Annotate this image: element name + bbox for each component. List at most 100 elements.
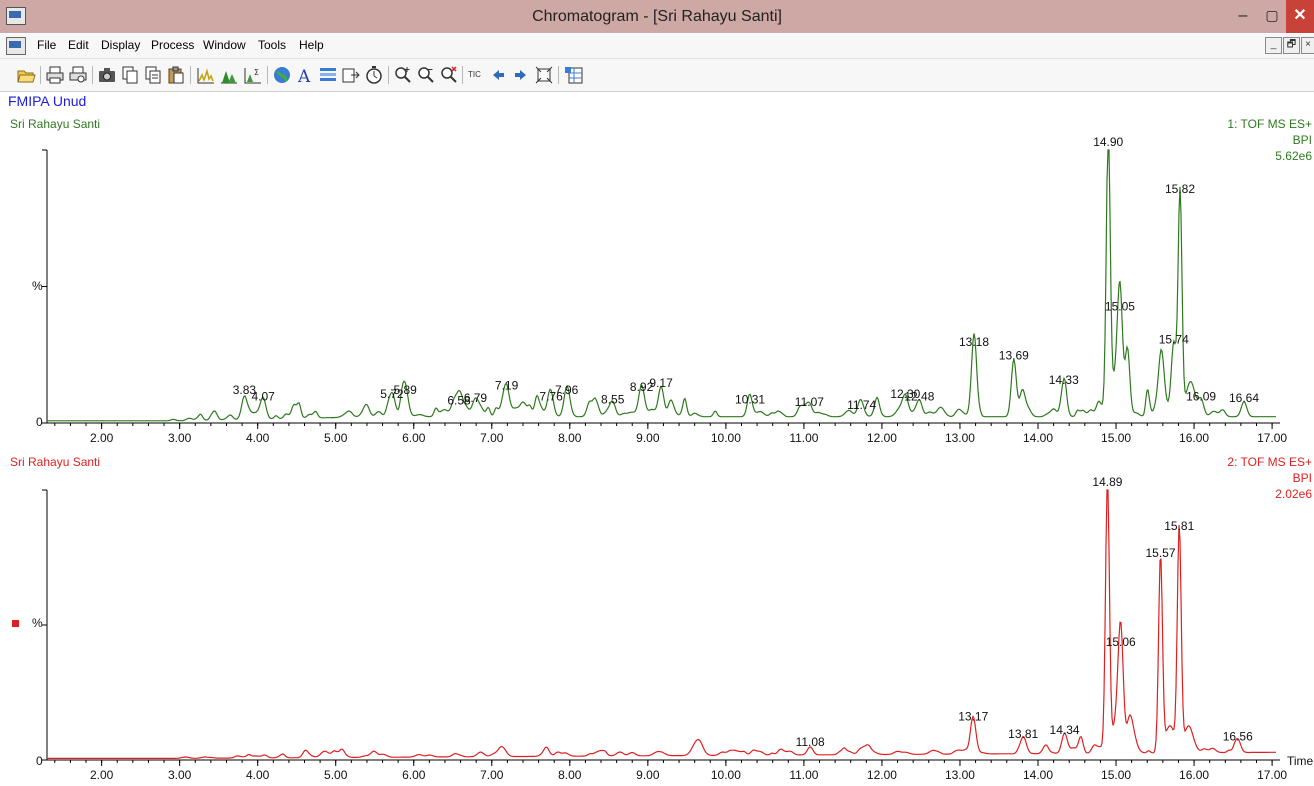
x-tick-label: 14.00 xyxy=(1023,768,1053,782)
title-bar: Chromatogram - [Sri Rahayu Santi] – ▢ ✕ xyxy=(0,0,1314,33)
menu-help[interactable]: Help xyxy=(299,38,324,52)
toolbar-separator xyxy=(40,66,41,84)
trace1-intensity: 5.62e6 xyxy=(1275,149,1312,163)
peak-label: 10.31 xyxy=(735,392,765,406)
x-tick-label: 2.00 xyxy=(90,431,114,445)
menu-window[interactable]: Window xyxy=(203,38,246,52)
tic-icon[interactable]: TIC xyxy=(468,70,481,79)
menu-tools[interactable]: Tools xyxy=(258,38,287,52)
x-tick-label: 6.00 xyxy=(402,768,426,782)
document-icon[interactable] xyxy=(6,37,26,55)
x-tick-label: 10.00 xyxy=(711,768,741,782)
trace1-yzero: 0 xyxy=(36,415,43,429)
peak-label: 5.72 xyxy=(380,387,404,401)
database-icon[interactable] xyxy=(564,65,584,85)
integrate-icon[interactable]: Σ xyxy=(243,65,263,85)
toolbar-separator xyxy=(462,66,463,84)
fit-icon[interactable] xyxy=(534,65,554,85)
globe-icon[interactable] xyxy=(272,65,292,85)
open-icon[interactable] xyxy=(16,65,36,85)
text-icon[interactable]: A xyxy=(295,65,315,85)
peak-label: 12.30 xyxy=(890,387,920,401)
svg-text:A: A xyxy=(297,67,311,85)
peak-label: 15.57 xyxy=(1145,546,1175,560)
print-icon[interactable] xyxy=(45,65,65,85)
window-title: Chromatogram - [Sri Rahayu Santi] xyxy=(532,8,782,25)
toolbar: Σ A TIC xyxy=(0,59,1314,92)
peak-label: 13.17 xyxy=(958,709,988,723)
camera-icon[interactable] xyxy=(97,65,117,85)
time-axis-label: Time xyxy=(1287,754,1314,768)
peak-label: 13.81 xyxy=(1008,727,1038,741)
maximize-button[interactable]: ▢ xyxy=(1265,7,1279,23)
mdi-restore-button[interactable]: 🗗 xyxy=(1283,37,1300,54)
print-preview-icon[interactable] xyxy=(68,65,88,85)
x-tick-label: 13.00 xyxy=(945,431,975,445)
x-tick-label: 10.00 xyxy=(711,431,741,445)
x-tick-label: 3.00 xyxy=(168,431,192,445)
peak-label: 13.18 xyxy=(959,335,989,349)
x-tick-label: 12.00 xyxy=(867,768,897,782)
copy-list-icon[interactable] xyxy=(143,65,163,85)
x-tick-label: 4.00 xyxy=(246,431,270,445)
toolbar-separator xyxy=(388,66,389,84)
arrow-right-icon[interactable] xyxy=(511,65,531,85)
trace2-ylabel: % xyxy=(32,616,43,630)
export-icon[interactable] xyxy=(341,65,361,85)
timer-icon[interactable] xyxy=(364,65,384,85)
x-tick-label: 8.00 xyxy=(558,431,582,445)
list-icon[interactable] xyxy=(318,65,338,85)
x-tick-label: 12.00 xyxy=(867,431,897,445)
x-tick-label: 6.00 xyxy=(402,431,426,445)
peak-label: 11.08 xyxy=(796,735,825,749)
x-tick-label: 16.00 xyxy=(1179,768,1209,782)
menu-process[interactable]: Process xyxy=(151,38,195,52)
zoom-in-icon[interactable] xyxy=(393,65,413,85)
x-tick-label: 9.00 xyxy=(636,431,660,445)
zoom-reset-icon[interactable] xyxy=(439,65,459,85)
menu-bar: File Edit Display Process Window Tools H… xyxy=(0,34,1314,59)
zoom-out-icon[interactable] xyxy=(416,65,436,85)
peak-label: 6.58 xyxy=(447,394,471,408)
peak-label: 7.96 xyxy=(555,383,579,397)
peak-label: 3.83 xyxy=(233,383,257,397)
minimize-button[interactable]: – xyxy=(1238,7,1248,24)
svg-text:Σ: Σ xyxy=(254,68,259,77)
x-tick-label: 7.00 xyxy=(480,431,504,445)
app-icon[interactable] xyxy=(6,7,26,25)
x-tick-label: 11.00 xyxy=(789,431,818,445)
peak-label: 9.17 xyxy=(649,376,673,390)
peak-label: 4.07 xyxy=(251,390,275,404)
chromatogram-icon[interactable] xyxy=(196,65,216,85)
peak-label: 8.92 xyxy=(630,380,654,394)
trace2-selection-marker[interactable] xyxy=(12,620,19,627)
x-tick-label: 5.00 xyxy=(324,768,348,782)
trace2-sample-name: Sri Rahayu Santi xyxy=(10,455,100,469)
x-tick-label: 16.00 xyxy=(1179,431,1209,445)
paste-icon[interactable] xyxy=(166,65,186,85)
close-button[interactable]: ✕ xyxy=(1286,0,1314,33)
mdi-close-button[interactable]: × xyxy=(1301,37,1314,54)
peak-label: 14.34 xyxy=(1050,723,1080,737)
peak-label: 15.06 xyxy=(1106,635,1136,649)
peak-detect-icon[interactable] xyxy=(219,65,239,85)
arrow-left-icon[interactable] xyxy=(488,65,508,85)
toolbar-separator xyxy=(92,66,93,84)
menu-file[interactable]: File xyxy=(37,38,57,52)
trace1-sample-name: Sri Rahayu Santi xyxy=(10,117,100,131)
x-tick-label: 15.00 xyxy=(1101,431,1131,445)
trace2-intensity: 2.02e6 xyxy=(1275,487,1312,501)
x-tick-label: 4.00 xyxy=(246,768,270,782)
trace1-function: 1: TOF MS ES+ xyxy=(1227,117,1312,131)
peak-label: 16.64 xyxy=(1229,391,1259,405)
menu-display[interactable]: Display xyxy=(101,38,141,52)
x-tick-label: 17.00 xyxy=(1257,431,1287,445)
x-tick-label: 3.00 xyxy=(168,768,192,782)
menu-edit[interactable]: Edit xyxy=(68,38,89,52)
trace2-function: 2: TOF MS ES+ xyxy=(1227,455,1312,469)
mdi-minimize-button[interactable]: _ xyxy=(1265,37,1282,54)
peak-label: 14.90 xyxy=(1093,135,1123,149)
lab-name: FMIPA Unud xyxy=(8,93,86,109)
copy-icon[interactable] xyxy=(120,65,140,85)
x-tick-label: 15.00 xyxy=(1101,768,1131,782)
